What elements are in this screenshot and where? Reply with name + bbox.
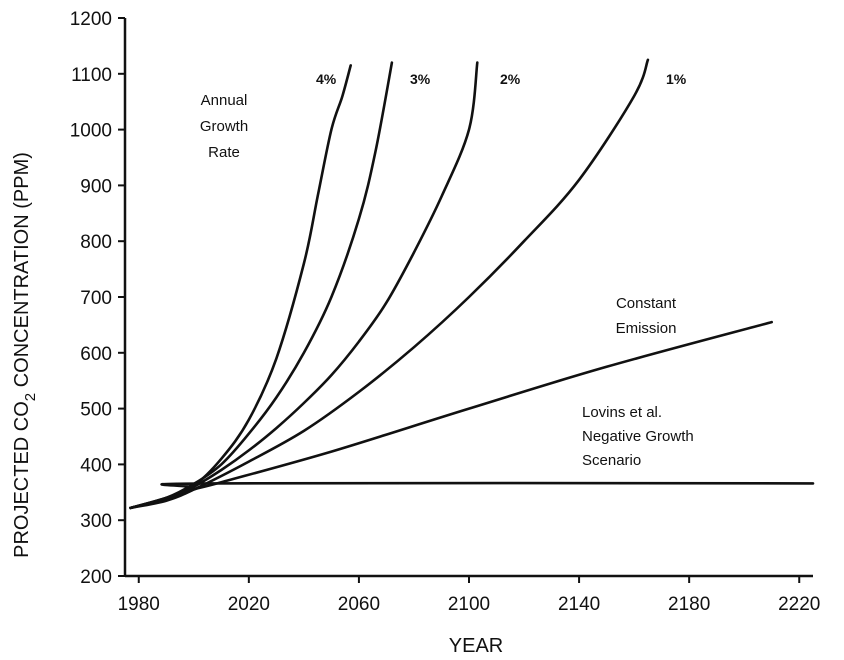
y-tick-label: 1000 — [70, 121, 112, 142]
x-axis-title: YEAR — [449, 635, 503, 657]
x-tick-label: 2180 — [668, 594, 710, 615]
y-axis-title-prefix: PROJECTED CO — [11, 401, 33, 558]
curve-negative-growth — [129, 481, 815, 510]
x-tick-label: 2100 — [448, 594, 490, 615]
y-tick-label: 1200 — [70, 9, 112, 30]
growth-rate-label: 2% — [500, 71, 521, 87]
growth-rate-label: 3% — [410, 71, 431, 87]
annotations: 4% 3% 2% 1% Annual Growth Rate Constant Emission… — [200, 71, 694, 469]
x-tick-label: 2060 — [338, 594, 380, 615]
annual-growth-rate-label: Annual — [201, 92, 248, 109]
y-tick-label: 500 — [80, 400, 112, 421]
annual-growth-rate-label: Growth — [200, 118, 248, 135]
y-axis-title-subscript: 2 — [22, 393, 39, 401]
y-tick-label: 400 — [80, 455, 112, 476]
x-tick-label: 1980 — [118, 594, 160, 615]
y-tick-label: 600 — [80, 344, 112, 365]
y-tick-label: 200 — [80, 567, 112, 588]
constant-emission-label: Constant — [616, 295, 677, 312]
curve-2-percent — [129, 61, 479, 510]
y-tick-label: 900 — [80, 176, 112, 197]
y-tick-label: 1100 — [71, 65, 112, 86]
growth-rate-label: 1% — [666, 71, 687, 87]
annual-growth-rate-label: Rate — [208, 144, 240, 161]
constant-emission-label: Emission — [616, 320, 677, 337]
x-tick-label: 2140 — [558, 594, 600, 615]
negative-growth-label: Lovins et al. — [582, 404, 662, 421]
curve-constant-emission — [129, 320, 773, 510]
y-tick-label: 300 — [80, 511, 112, 532]
x-tick-label: 2220 — [778, 594, 820, 615]
y-tick-label: 700 — [80, 288, 112, 309]
growth-rate-label: 4% — [316, 71, 337, 87]
x-tick-label: 2020 — [228, 594, 270, 615]
ticks: 200 300 400 500 600 700 800 900 1000 1100 1200 1980… — [70, 9, 821, 615]
y-tick-label: 800 — [80, 232, 112, 253]
curves — [129, 58, 815, 510]
negative-growth-label: Scenario — [582, 452, 641, 469]
negative-growth-label: Negative Growth — [582, 428, 694, 445]
y-axis-title-suffix: CONCENTRATION (PPM) — [11, 152, 33, 393]
y-axis-title: PROJECTED CO2 CONCENTRATION (PPM) — [11, 152, 39, 558]
